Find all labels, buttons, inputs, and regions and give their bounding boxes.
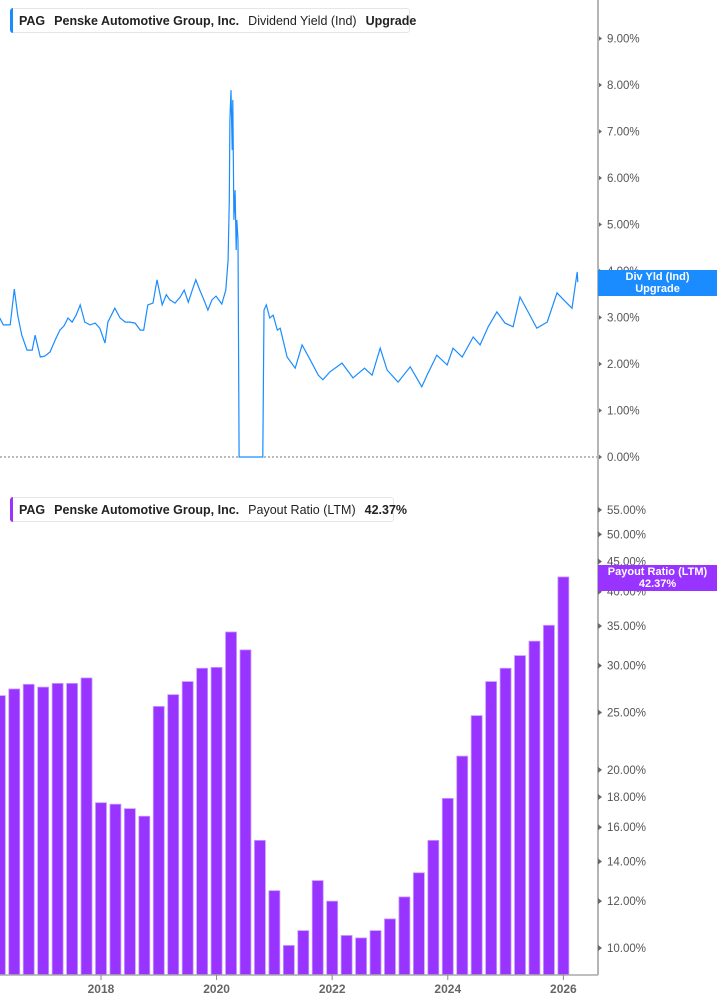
payout-bar (326, 900, 339, 976)
payout-bar (485, 681, 498, 976)
payout-bar (297, 930, 310, 976)
legend-metric: Payout Ratio (LTM) (248, 502, 356, 517)
top-legend: PAG Penske Automotive Group, Inc. Divide… (10, 8, 416, 33)
y-tick-label: 20.00% (607, 765, 646, 777)
payout-bar (340, 935, 353, 976)
payout-bar (254, 839, 266, 976)
payout-bar (557, 576, 570, 976)
y-tick-mark (598, 506, 602, 513)
y-tick-mark (598, 858, 602, 865)
payout-bar (196, 667, 209, 976)
series-color-swatch (10, 8, 13, 33)
y-tick-label: 30.00% (607, 661, 646, 673)
payout-bar (8, 688, 21, 976)
payout-bar (239, 649, 252, 976)
payout-bar (95, 802, 107, 976)
payout-bar (152, 706, 165, 976)
payout-bar (0, 695, 6, 976)
y-tick-label: 12.00% (607, 896, 646, 908)
payout-bar (138, 815, 151, 976)
x-tick-label: 2022 (319, 982, 346, 996)
payout-bar (225, 631, 237, 976)
y-tick-label: 16.00% (607, 822, 646, 834)
y-tick-label: 9.00% (607, 34, 640, 46)
payout-bar (123, 808, 136, 976)
payout-bar (210, 666, 223, 976)
payout-bar (543, 624, 555, 976)
legend-value-upgrade[interactable]: Upgrade (365, 13, 417, 28)
y-tick-label: 35.00% (607, 621, 646, 633)
payout-ratio-value-tag: Payout Ratio (LTM) 42.37% (598, 565, 717, 591)
y-tick-label: 7.00% (607, 127, 640, 139)
payout-bar (80, 677, 93, 976)
payout-bar (369, 930, 382, 976)
tag-label: Div Yld (Ind) (625, 271, 690, 283)
payout-bar (66, 682, 78, 976)
y-tick-label: 0.00% (607, 452, 640, 464)
legend-ticker: PAG (19, 502, 46, 517)
x-tick-label: 2024 (434, 982, 461, 996)
y-tick-mark (598, 793, 602, 800)
series-color-swatch (10, 497, 13, 522)
payout-bar (412, 872, 425, 976)
payout-bar (167, 694, 180, 976)
y-tick-label: 50.00% (607, 529, 646, 541)
x-tick-label: 2026 (550, 982, 577, 996)
payout-bar (384, 918, 396, 976)
payout-bar (311, 880, 324, 976)
payout-bar (355, 937, 367, 976)
legend-value: 42.37% (364, 502, 408, 517)
y-tick-mark (598, 945, 602, 951)
payout-bar (51, 682, 64, 976)
legend-company: Penske Automotive Group, Inc. (54, 13, 240, 28)
y-tick-label: 2.00% (607, 359, 640, 371)
y-tick-mark (598, 709, 602, 716)
legend-company: Penske Automotive Group, Inc. (54, 502, 240, 517)
bottom-legend: PAG Penske Automotive Group, Inc. Payout… (10, 497, 407, 522)
payout-bar (427, 839, 440, 976)
y-tick-label: 6.00% (607, 173, 640, 185)
y-tick-label: 10.00% (607, 943, 646, 955)
y-tick-mark (598, 623, 602, 630)
tag-label: Payout Ratio (LTM) (607, 566, 708, 578)
y-tick-mark (598, 531, 602, 538)
y-tick-label: 8.00% (607, 80, 640, 92)
legend-metric: Dividend Yield (Ind) (248, 13, 357, 28)
y-tick-label: 14.00% (607, 857, 646, 869)
tag-value: Upgrade (635, 283, 680, 295)
payout-bar (282, 945, 295, 976)
payout-bar (37, 686, 50, 976)
payout-bar (528, 640, 541, 976)
y-tick-mark (598, 662, 602, 669)
payout-bar (514, 655, 526, 976)
y-tick-mark (598, 766, 602, 773)
tag-value: 42.37% (638, 578, 677, 590)
payout-bar (109, 803, 122, 976)
payout-bar (22, 683, 35, 976)
payout-bar (499, 667, 512, 976)
x-tick-label: 2018 (88, 982, 115, 996)
y-tick-label: 18.00% (607, 792, 646, 804)
payout-bar (398, 896, 411, 976)
payout-bar (268, 890, 281, 976)
payout-bar (456, 755, 469, 976)
payout-bar (470, 715, 483, 976)
payout-bar (181, 681, 194, 976)
y-tick-label: 1.00% (607, 406, 640, 418)
y-tick-mark (598, 898, 602, 905)
dividend-yield-value-tag: Div Yld (Ind) Upgrade (598, 270, 717, 296)
legend-ticker: PAG (19, 13, 46, 28)
y-tick-mark (598, 558, 602, 565)
payout-bar (441, 797, 454, 976)
y-tick-mark (598, 824, 602, 831)
x-tick-label: 2020 (203, 982, 230, 996)
y-tick-label: 25.00% (607, 708, 646, 720)
y-tick-label: 3.00% (607, 313, 640, 325)
y-tick-label: 5.00% (607, 220, 640, 232)
dividend-yield-line (0, 90, 579, 458)
y-tick-label: 55.00% (607, 505, 646, 517)
